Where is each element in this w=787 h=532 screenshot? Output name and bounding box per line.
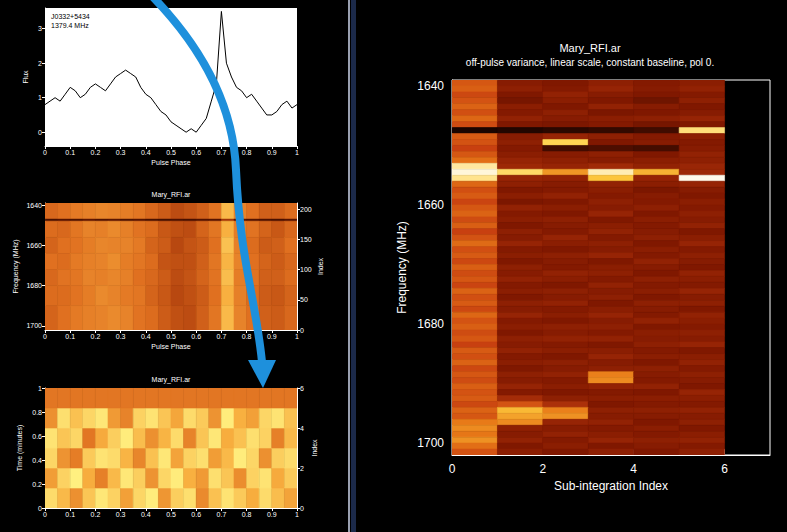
svg-text:Pulse Phase: Pulse Phase bbox=[151, 159, 190, 166]
svg-text:0.3: 0.3 bbox=[116, 149, 126, 156]
svg-text:150: 150 bbox=[300, 236, 312, 243]
svg-text:Index: Index bbox=[311, 439, 318, 457]
svg-text:2: 2 bbox=[540, 462, 547, 476]
svg-text:0.4: 0.4 bbox=[32, 457, 42, 464]
svg-text:1680: 1680 bbox=[417, 317, 444, 331]
svg-text:4: 4 bbox=[300, 425, 304, 432]
svg-text:1: 1 bbox=[295, 511, 299, 518]
svg-text:0: 0 bbox=[449, 462, 456, 476]
svg-text:off-pulse variance, linear sca: off-pulse variance, linear scale, consta… bbox=[466, 57, 714, 68]
svg-text:1700: 1700 bbox=[417, 436, 444, 450]
svg-text:0.7: 0.7 bbox=[217, 149, 227, 156]
svg-text:3: 3 bbox=[38, 25, 42, 32]
svg-text:0.4: 0.4 bbox=[141, 333, 151, 340]
svg-text:0.7: 0.7 bbox=[217, 511, 227, 518]
svg-text:0: 0 bbox=[300, 327, 304, 334]
svg-text:1700: 1700 bbox=[26, 322, 42, 329]
svg-text:0.4: 0.4 bbox=[141, 511, 151, 518]
svg-text:0.1: 0.1 bbox=[65, 511, 75, 518]
svg-text:0: 0 bbox=[43, 511, 47, 518]
svg-text:0.1: 0.1 bbox=[65, 149, 75, 156]
svg-text:0: 0 bbox=[38, 505, 42, 512]
svg-text:Index: Index bbox=[317, 257, 324, 275]
svg-text:0.8: 0.8 bbox=[242, 511, 252, 518]
svg-text:0: 0 bbox=[43, 149, 47, 156]
svg-text:Mary_RFI.ar: Mary_RFI.ar bbox=[152, 191, 192, 199]
svg-text:0.1: 0.1 bbox=[65, 333, 75, 340]
svg-text:0.5: 0.5 bbox=[166, 149, 176, 156]
svg-text:Sub-integration Index: Sub-integration Index bbox=[554, 479, 668, 493]
svg-text:0: 0 bbox=[43, 333, 47, 340]
svg-text:4: 4 bbox=[630, 462, 637, 476]
svg-text:Time (minutes): Time (minutes) bbox=[16, 425, 24, 471]
svg-text:J0332+5434: J0332+5434 bbox=[51, 13, 90, 20]
svg-text:1379.4 MHz: 1379.4 MHz bbox=[51, 22, 89, 29]
svg-text:0.7: 0.7 bbox=[217, 333, 227, 340]
svg-text:Pulse Phase: Pulse Phase bbox=[151, 343, 190, 350]
svg-text:1: 1 bbox=[295, 149, 299, 156]
svg-text:0.2: 0.2 bbox=[32, 481, 42, 488]
svg-text:1: 1 bbox=[295, 333, 299, 340]
svg-text:1: 1 bbox=[38, 94, 42, 101]
svg-text:6: 6 bbox=[300, 385, 304, 392]
svg-text:0.2: 0.2 bbox=[91, 511, 101, 518]
svg-text:Frequency (MHz): Frequency (MHz) bbox=[12, 239, 20, 293]
svg-text:0.9: 0.9 bbox=[267, 149, 277, 156]
svg-text:200: 200 bbox=[300, 206, 312, 213]
svg-text:1680: 1680 bbox=[26, 282, 42, 289]
svg-text:0.9: 0.9 bbox=[267, 511, 277, 518]
svg-text:Frequency (MHz): Frequency (MHz) bbox=[395, 221, 409, 314]
svg-text:0.2: 0.2 bbox=[91, 149, 101, 156]
svg-text:0.6: 0.6 bbox=[191, 333, 201, 340]
svg-text:0.5: 0.5 bbox=[166, 333, 176, 340]
svg-text:0.3: 0.3 bbox=[116, 333, 126, 340]
svg-text:0: 0 bbox=[38, 129, 42, 136]
svg-text:0.8: 0.8 bbox=[32, 409, 42, 416]
svg-text:6: 6 bbox=[721, 462, 728, 476]
svg-text:50: 50 bbox=[300, 296, 308, 303]
svg-text:0.5: 0.5 bbox=[166, 511, 176, 518]
svg-text:0.8: 0.8 bbox=[242, 333, 252, 340]
svg-text:1640: 1640 bbox=[417, 79, 444, 93]
svg-text:1660: 1660 bbox=[26, 242, 42, 249]
svg-text:0.3: 0.3 bbox=[116, 511, 126, 518]
svg-text:2: 2 bbox=[300, 465, 304, 472]
svg-text:0.4: 0.4 bbox=[141, 149, 151, 156]
svg-text:Mary_RFI.ar: Mary_RFI.ar bbox=[559, 42, 620, 54]
svg-text:Flux: Flux bbox=[22, 70, 29, 84]
svg-text:0.8: 0.8 bbox=[242, 149, 252, 156]
svg-text:Mary_RFI.ar: Mary_RFI.ar bbox=[152, 376, 192, 384]
svg-text:0: 0 bbox=[300, 505, 304, 512]
svg-text:1640: 1640 bbox=[26, 202, 42, 209]
svg-text:0.6: 0.6 bbox=[191, 511, 201, 518]
svg-text:1: 1 bbox=[38, 385, 42, 392]
svg-text:1660: 1660 bbox=[417, 198, 444, 212]
svg-text:0.6: 0.6 bbox=[191, 149, 201, 156]
svg-text:2: 2 bbox=[38, 60, 42, 67]
svg-text:0.2: 0.2 bbox=[91, 333, 101, 340]
svg-text:0.6: 0.6 bbox=[32, 433, 42, 440]
svg-text:100: 100 bbox=[300, 266, 312, 273]
svg-text:0.9: 0.9 bbox=[267, 333, 277, 340]
